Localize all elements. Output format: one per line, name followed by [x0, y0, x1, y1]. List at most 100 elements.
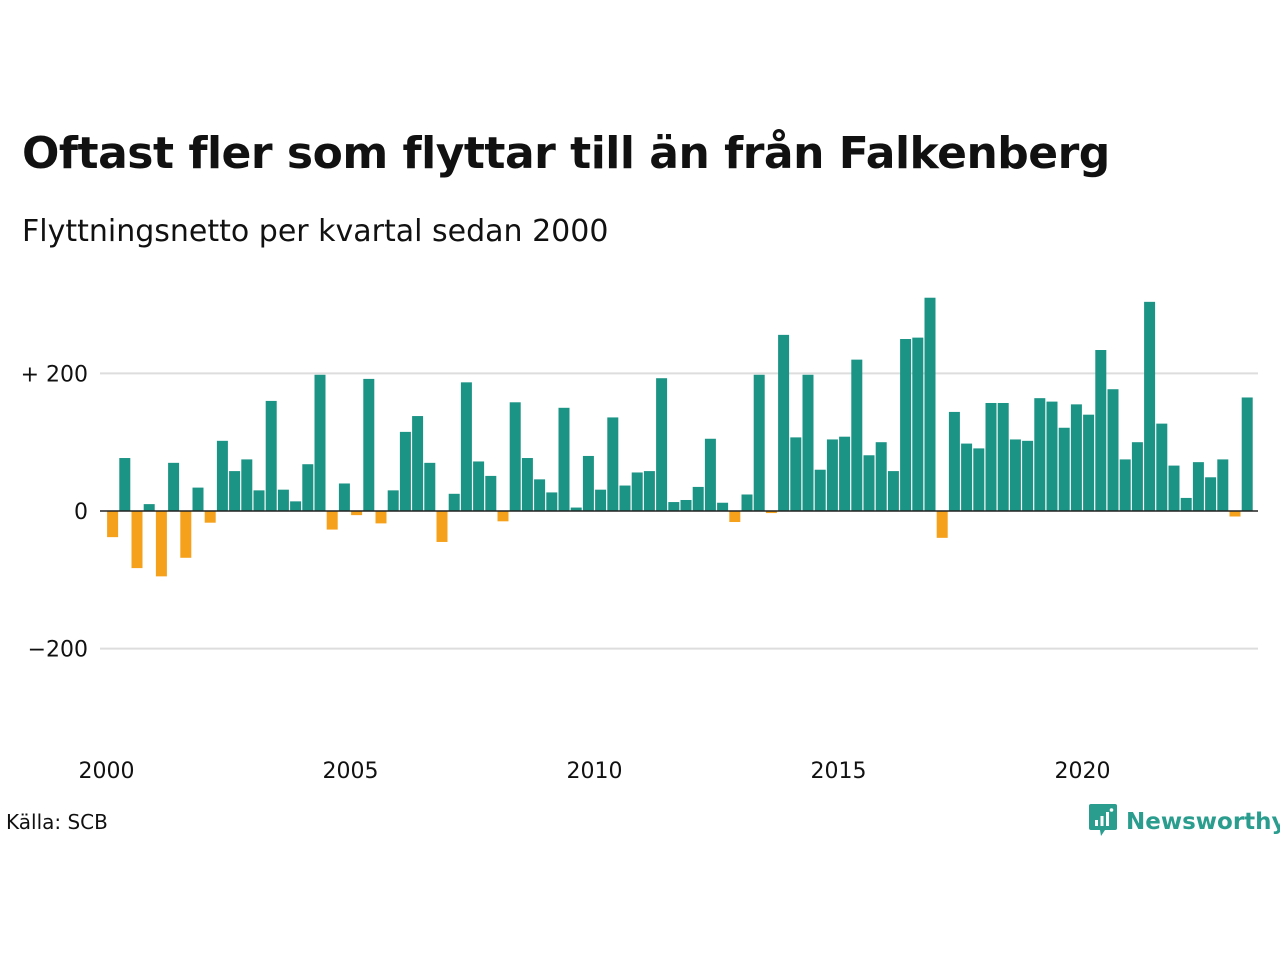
bar	[1095, 350, 1107, 511]
bar	[924, 297, 936, 511]
bar	[692, 486, 704, 511]
x-tick-label: 2000	[79, 759, 135, 784]
bar	[717, 502, 729, 511]
bar	[399, 431, 411, 511]
bar	[168, 462, 180, 511]
bar	[680, 499, 692, 511]
bar	[1192, 462, 1204, 511]
bar	[802, 374, 814, 511]
bar	[155, 511, 167, 577]
bar	[1241, 397, 1253, 511]
bar	[241, 459, 253, 511]
bar	[887, 471, 899, 511]
bar	[1107, 389, 1119, 511]
bar	[1034, 398, 1046, 511]
bar	[851, 359, 863, 511]
bar	[1131, 442, 1143, 511]
bar	[277, 489, 289, 511]
bar	[826, 439, 838, 511]
bar	[729, 511, 741, 523]
bar	[631, 472, 643, 511]
bar	[497, 511, 509, 522]
bar	[351, 511, 363, 516]
bar	[180, 511, 192, 558]
bar	[204, 511, 216, 523]
bar	[387, 490, 399, 511]
bar	[1156, 423, 1168, 511]
bar	[253, 490, 265, 511]
bar	[875, 442, 887, 511]
bar	[1180, 497, 1192, 511]
bar	[778, 334, 790, 511]
bar	[412, 416, 424, 511]
bar	[131, 511, 143, 569]
bar	[143, 504, 155, 511]
bar	[839, 436, 851, 511]
bar	[973, 448, 985, 511]
bar	[997, 402, 1009, 511]
bar	[1168, 465, 1180, 511]
bar	[192, 487, 204, 511]
bar	[363, 378, 375, 511]
bar	[521, 458, 533, 511]
x-tick-label: 2005	[323, 759, 379, 784]
bar	[436, 511, 448, 542]
bar	[107, 511, 119, 538]
bar	[1217, 459, 1229, 511]
bar	[607, 417, 619, 511]
bar	[1058, 427, 1070, 511]
bar	[1229, 511, 1241, 517]
newsworthy-brand: Newsworthy	[1088, 802, 1280, 842]
bar	[302, 464, 314, 511]
bar	[948, 411, 960, 511]
x-tick-label: 2010	[567, 759, 623, 784]
x-tick-label: 2020	[1055, 759, 1111, 784]
chart-title: Oftast fler som flyttar till än från Fal…	[22, 128, 1110, 179]
bar	[338, 483, 350, 511]
bar	[595, 489, 607, 511]
brand-name: Newsworthy	[1126, 809, 1280, 835]
bar	[582, 455, 594, 511]
bar	[1083, 414, 1095, 511]
newsworthy-logo-icon	[1088, 802, 1118, 842]
bar	[570, 507, 582, 511]
bar	[1070, 404, 1082, 511]
bar	[790, 437, 802, 511]
bar	[326, 511, 338, 530]
chart-subtitle: Flyttningsnetto per kvartal sedan 2000	[22, 214, 609, 249]
bar	[119, 458, 131, 511]
bar	[534, 479, 546, 511]
bar	[1119, 459, 1131, 511]
bar	[814, 469, 826, 511]
bar	[424, 462, 436, 511]
y-tick-label: 0	[74, 500, 88, 525]
bar	[265, 400, 277, 511]
bar	[216, 440, 228, 511]
bar-chart: + 200 0 −200 2000 2005 2010 2015 2020	[21, 297, 1258, 784]
bar	[290, 501, 302, 511]
bar	[460, 382, 472, 511]
bar	[704, 438, 716, 511]
bar	[912, 337, 924, 511]
bar	[1022, 440, 1034, 511]
bar	[863, 455, 875, 511]
bar	[473, 461, 485, 511]
bar	[1009, 439, 1021, 511]
bar	[1046, 401, 1058, 511]
bar	[314, 374, 326, 511]
bar	[656, 378, 668, 511]
bar	[619, 485, 631, 511]
bar	[668, 502, 680, 511]
bar	[509, 402, 521, 511]
bar	[558, 407, 570, 511]
bar	[1144, 301, 1156, 511]
y-tick-label: + 200	[21, 362, 88, 387]
bar	[753, 374, 765, 511]
bar	[765, 511, 777, 514]
bar	[643, 471, 655, 511]
bar	[936, 511, 948, 538]
bar	[985, 402, 997, 511]
x-tick-label: 2015	[811, 759, 867, 784]
bar	[546, 492, 558, 511]
bar	[1205, 477, 1217, 511]
